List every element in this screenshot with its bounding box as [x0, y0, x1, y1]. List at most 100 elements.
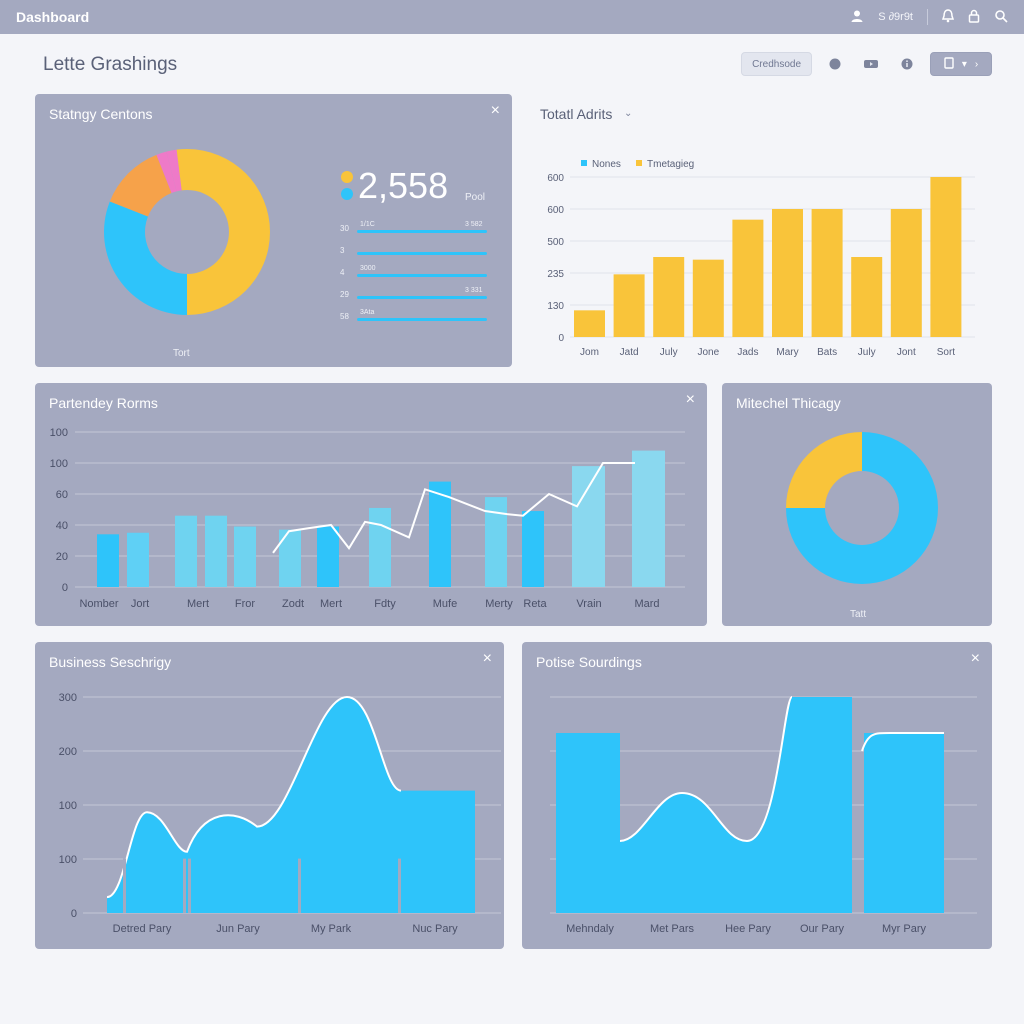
bar [613, 274, 645, 337]
strategy-chart: Tort 2,558 Pool 30 1/1C 3 582 3 4 3000 29 3 331 58 3… [104, 149, 487, 359]
y-tick-label: 60 [56, 489, 68, 501]
y-tick-label: 600 [547, 173, 564, 184]
bar [205, 515, 227, 587]
x-tick-label: Jort [131, 598, 149, 610]
x-tick-label: Hee Pary [725, 923, 771, 935]
legend-dot [341, 171, 353, 183]
area-fill [620, 697, 852, 913]
x-tick-label: Merty [485, 598, 513, 610]
bar [522, 511, 544, 587]
x-tick-label: Met Pars [650, 923, 695, 935]
y-tick-label: 100 [59, 854, 77, 866]
business-chart: 0 100 100 200 300 Detred Pary Jun Pary My Park N… [59, 692, 501, 935]
search-icon[interactable] [994, 9, 1008, 26]
bar [127, 532, 149, 587]
y-tick-label: 100 [59, 800, 77, 812]
x-tick-label: Mehndaly [566, 923, 614, 935]
close-icon[interactable]: × [482, 650, 492, 667]
total-chart: Nones Tmetagieg 0 130 235 500 600 600 Jom Jatd Jul… [547, 159, 975, 358]
partendey-chart: 0 20 40 60 100 100 Nomber Jort Mert Fror Zodt Mert F… [50, 427, 685, 610]
x-tick-label: Bats [817, 347, 837, 358]
chart-footer: Tatt [850, 609, 866, 620]
row-label: 3Ata [360, 309, 375, 316]
bar [864, 733, 944, 913]
row-label: 1/1C [360, 221, 375, 228]
x-tick-label: Nuc Pary [412, 923, 458, 935]
x-tick-label: Jads [737, 347, 758, 358]
row-value: 3 331 [465, 287, 483, 294]
chevron-down-icon[interactable]: ⌄ [624, 108, 633, 119]
bar [572, 466, 605, 587]
bar [653, 257, 685, 337]
x-tick-label: Mert [187, 598, 209, 610]
row-number: 4 [340, 268, 345, 277]
donut-slice [166, 149, 182, 192]
bar [234, 526, 256, 587]
info-icon[interactable] [894, 52, 920, 76]
row-number: 29 [340, 290, 349, 299]
close-icon[interactable]: × [970, 650, 980, 667]
progress-bar [357, 274, 487, 277]
bar [732, 219, 764, 337]
y-tick-label: 130 [547, 301, 564, 312]
video-icon[interactable] [858, 52, 884, 76]
donut-slice [104, 201, 187, 315]
x-tick-label: Sort [937, 347, 956, 358]
panel-title: Totatl Adrits [540, 106, 613, 122]
area-fill [107, 697, 475, 913]
x-tick-label: Fror [235, 598, 256, 610]
toolbar-button[interactable]: Credhsode [741, 52, 812, 76]
x-tick-label: Jom [580, 347, 599, 358]
series-line [861, 732, 944, 752]
panel-title: Potise Sourdings [536, 654, 642, 670]
panel-business: 0 100 100 200 300 Detred Pary Jun Pary My Park N… [35, 642, 504, 949]
panel-partendey: 0 20 40 60 100 100 Nomber Jort Mert Fror Zodt Mert F… [35, 383, 707, 626]
progress-bar [357, 252, 487, 255]
user-icon[interactable] [850, 9, 864, 26]
bar [317, 526, 339, 587]
x-tick-label: Jone [697, 347, 719, 358]
panel-mitechel: Tatt Mitechel Thicagy [722, 383, 992, 626]
panel-title: Business Seschrigy [49, 654, 172, 670]
x-tick-label: Myr Pary [882, 923, 927, 935]
donut-slice [109, 154, 172, 217]
panel-title: Mitechel Thicagy [736, 395, 841, 411]
legend-dot [341, 188, 353, 200]
top-bar: Dashboard S ∂9r9t [0, 0, 1024, 34]
y-tick-label: 600 [547, 205, 564, 216]
bar [556, 733, 620, 913]
y-tick-label: 500 [547, 237, 564, 248]
toolbar: Credhsode ▾ › [741, 52, 992, 76]
bell-icon[interactable] [941, 8, 955, 26]
progress-bar [357, 230, 487, 233]
donut-slice [187, 149, 270, 315]
globe-icon[interactable] [822, 52, 848, 76]
panel-total: Nones Tmetagieg 0 130 235 500 600 600 Jom Jatd Jul… [530, 94, 990, 367]
x-tick-label: Mufe [433, 598, 457, 610]
donut-slice [786, 432, 938, 584]
x-tick-label: Zodt [282, 598, 304, 610]
close-icon[interactable]: × [685, 391, 695, 408]
lock-icon[interactable] [968, 9, 980, 26]
x-tick-label: My Park [311, 923, 352, 935]
search-label[interactable]: S ∂9r9t [878, 11, 913, 23]
x-tick-label: Jont [897, 347, 916, 358]
close-icon[interactable]: × [490, 102, 500, 119]
area-gap [398, 858, 401, 913]
x-tick-label: Jun Pary [216, 923, 260, 935]
x-tick-label: July [660, 347, 678, 358]
panel-strategy: Tort 2,558 Pool 30 1/1C 3 582 3 4 3000 29 3 331 58 3… [35, 94, 512, 367]
y-tick-label: 235 [547, 269, 564, 280]
legend-label: Tmetagieg [647, 159, 694, 170]
y-tick-label: 100 [50, 458, 68, 470]
row-number: 58 [340, 312, 349, 321]
panel-title: Partendey Rorms [49, 395, 158, 411]
bar [485, 497, 507, 587]
area-gap [298, 858, 301, 913]
x-tick-label: Nomber [79, 598, 118, 610]
area-gap [123, 858, 126, 913]
x-tick-label: Reta [523, 598, 547, 610]
file-menu-button[interactable]: ▾ › [930, 52, 992, 76]
donut-slice [786, 432, 862, 508]
bar [851, 257, 883, 337]
